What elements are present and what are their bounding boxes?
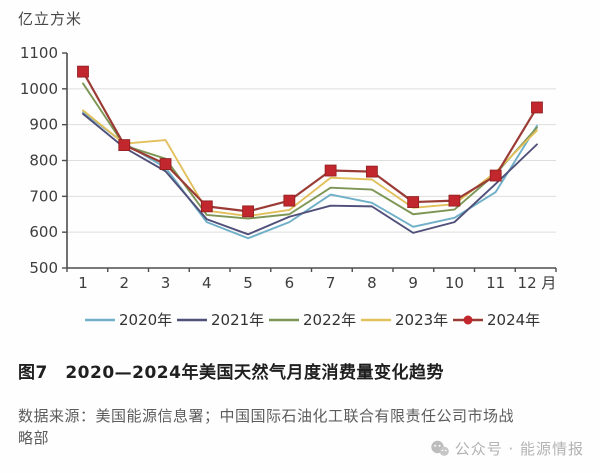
legend-label-2023年: 2023年 [395,311,448,329]
x-axis-label: 6 [285,274,295,292]
wechat-icon [430,440,449,456]
data-point-marker-2024年 [407,196,420,208]
data-point-marker-2024年 [489,169,502,182]
y-axis-label: 700 [29,187,58,205]
data-point-marker-2024年 [283,194,296,207]
series-line-2022年 [82,82,538,220]
legend-label-2020年: 2020年 [119,311,172,329]
x-axis-label: 7 [326,274,336,292]
series-line-2020年 [82,111,538,240]
legend-label-2021年: 2021年 [211,311,264,329]
data-point-marker-2024年 [159,158,172,170]
x-axis-label: 5 [243,274,253,292]
figure-title: 图7 2020—2024年美国天然气月度消费量变化趋势 [18,363,444,383]
watermark-text: 公众号 · 能源情报 [454,440,584,458]
y-axis-label: 900 [29,116,58,134]
series-line-2023年 [82,109,538,217]
x-axis-label: 8 [367,274,377,292]
y-axis-label: 500 [29,259,58,277]
data-point-marker-2024年 [118,139,131,151]
y-axis-label: 600 [29,223,58,241]
legend-label-2024年: 2024年 [487,311,540,329]
data-point-marker-2024年 [365,165,378,178]
x-axis-label: 11 [486,274,505,292]
y-axis-unit-label: 亿立方米 [18,10,83,28]
watermark: 公众号 · 能源情报 [430,438,584,459]
y-axis-label: 1000 [20,80,58,98]
line-chart: 500 600 700 800 900 1000 1100 1 2 3 4 5 6 7 8 9 10 11 12 月… [20,44,557,329]
x-axis-label: 1 [78,274,88,292]
series-line-2021年 [82,112,538,236]
x-axis-label: 10 [445,274,464,292]
data-point-marker-2024年 [324,164,337,177]
x-axis-label: 3 [161,274,171,292]
series-line-2024年 [81,70,539,213]
x-axis-label: 4 [202,274,212,292]
legend-label-2022年: 2022年 [303,311,356,329]
data-source-note: 数据来源：美国能源信息署；中国国际石油化工联合有限责任公司市场战略部 [18,407,515,447]
data-point-marker-2024年 [448,194,461,207]
data-point-marker-2024年 [531,101,543,114]
legend-marker-2024年 [463,315,473,325]
data-point-marker-2024年 [77,65,89,78]
x-axis-label: 2 [119,274,129,292]
y-axis-label: 1100 [20,44,58,62]
y-axis-label: 800 [29,152,58,170]
data-point-marker-2024年 [242,205,254,218]
data-point-marker-2024年 [200,200,213,213]
x-axis-label: 9 [408,274,418,292]
x-axis-label: 12 月 [518,274,557,292]
